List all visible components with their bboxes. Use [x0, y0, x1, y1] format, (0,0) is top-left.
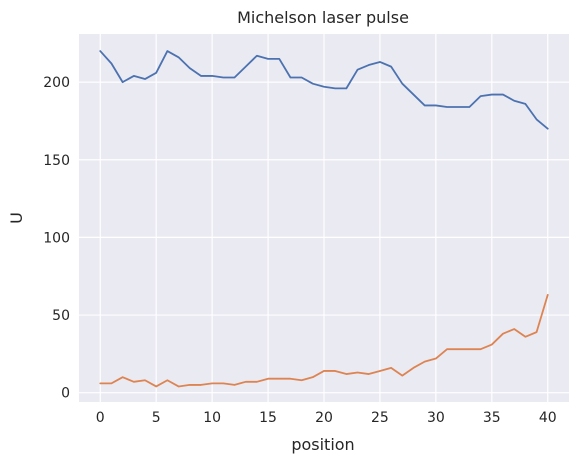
series-line-1	[99, 50, 549, 130]
y-axis-ticks: 0 50 100 150 200	[43, 75, 70, 402]
x-tick-label: 20	[315, 410, 333, 426]
x-tick-label: 30	[427, 410, 445, 426]
y-tick-label: 200	[43, 75, 70, 91]
y-tick-label: 50	[52, 308, 70, 324]
series-line-2	[99, 293, 549, 388]
x-tick-label: 5	[152, 410, 161, 426]
series-group	[99, 50, 549, 388]
x-axis-label: position	[291, 435, 354, 454]
y-axis-label: U	[7, 212, 26, 224]
x-tick-label: 40	[539, 410, 557, 426]
y-tick-label: 0	[61, 386, 70, 402]
x-tick-label: 15	[259, 410, 277, 426]
y-tick-label: 100	[43, 230, 70, 246]
x-tick-label: 25	[371, 410, 389, 426]
y-tick-label: 150	[43, 153, 70, 169]
chart-title: Michelson laser pulse	[237, 8, 409, 27]
x-axis-ticks: 0 5 10 15 20 25 30 35 40	[96, 410, 557, 426]
x-tick-label: 10	[203, 410, 221, 426]
x-tick-label: 0	[96, 410, 105, 426]
x-tick-label: 35	[483, 410, 501, 426]
